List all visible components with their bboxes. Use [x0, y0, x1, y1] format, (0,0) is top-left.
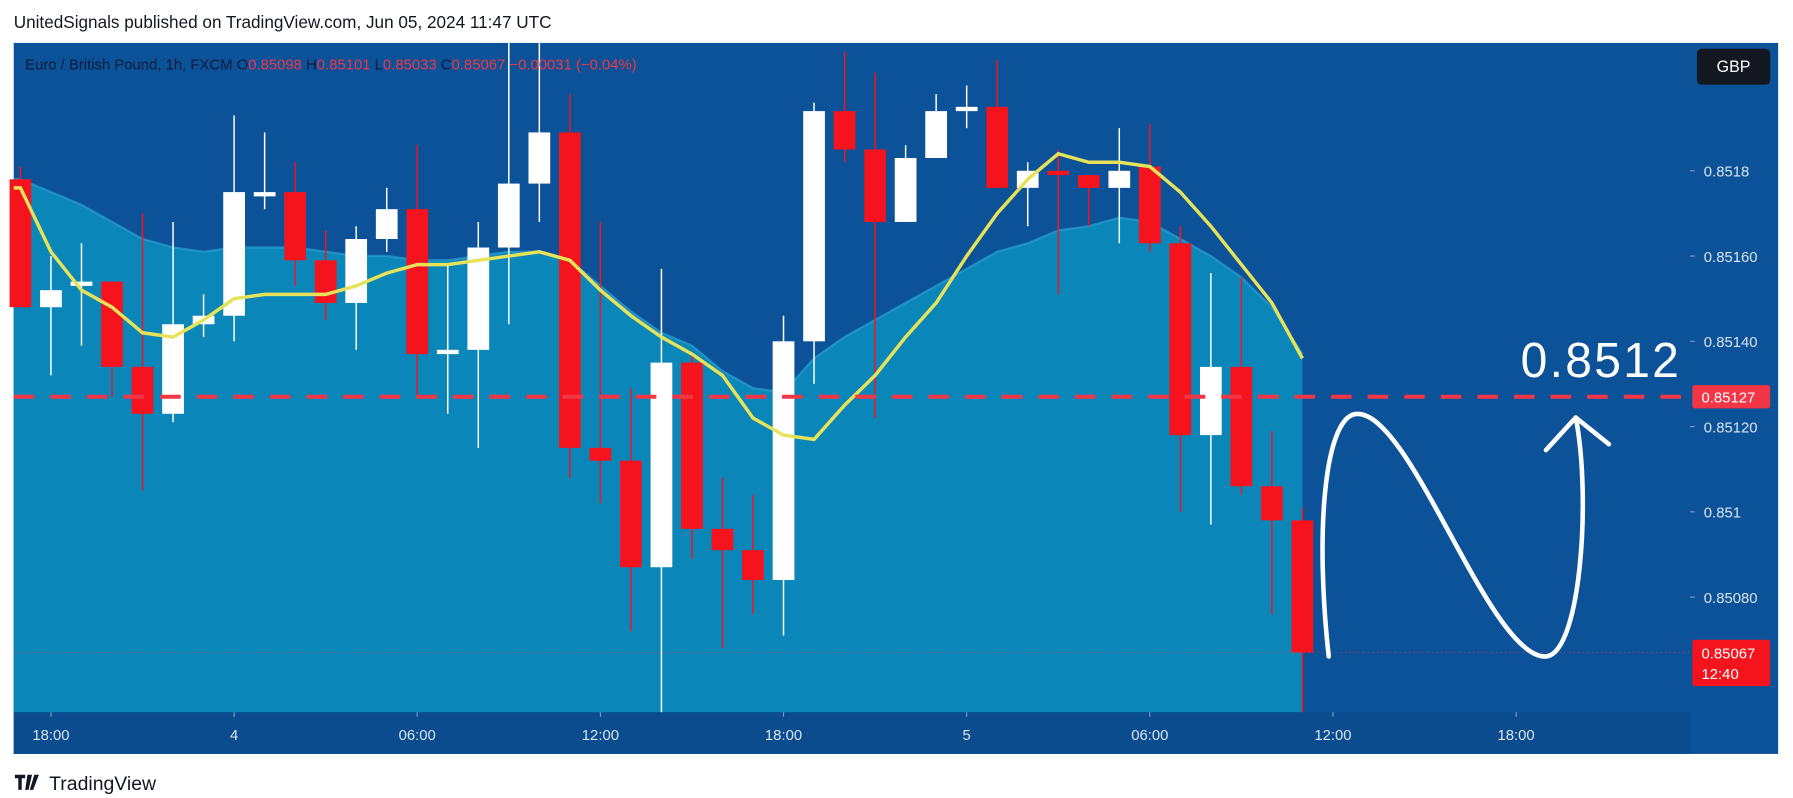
y-tick-label: 0.85140 [1704, 334, 1758, 351]
low-value: 0.85033 [383, 57, 437, 74]
candle-body [1261, 486, 1283, 521]
candle-body [711, 528, 734, 551]
countdown-label: 12:40 [1702, 666, 1739, 683]
x-tick-label: 18:00 [765, 727, 802, 744]
candle-body [650, 362, 673, 568]
candle-body [162, 324, 184, 414]
close-value: 0.85067 [452, 57, 506, 74]
y-tick-label: 0.85160 [1704, 249, 1758, 266]
candle-body [101, 281, 123, 367]
low-label: L [375, 57, 383, 74]
plot-area [9, 42, 1695, 717]
x-tick-label: 5 [963, 727, 971, 744]
candle-body [131, 366, 154, 414]
drawn-arrow [1320, 411, 1612, 659]
x-tick-label: 12:00 [1314, 727, 1351, 744]
x-tick-label: 06:00 [1131, 727, 1168, 744]
x-tick-label: 12:00 [582, 727, 619, 744]
candle-body [314, 260, 337, 303]
x-tick-label: 18:00 [1497, 727, 1534, 744]
candle-body [559, 132, 581, 448]
candle-body [1230, 366, 1253, 487]
candle-body [497, 183, 520, 248]
candle-body [345, 239, 368, 303]
candle-body [375, 209, 398, 240]
candle-body [864, 149, 886, 222]
last-price-label: 0.85067 [1702, 645, 1756, 662]
y-tick-label: 0.85080 [1704, 590, 1758, 607]
candle-body [1169, 243, 1192, 436]
candle-body [894, 158, 917, 222]
price-line-label: 0.85127 [1702, 389, 1756, 406]
close-label: C [441, 57, 452, 74]
change-value: −0.00031 (−0.04%) [509, 57, 636, 74]
open-value: 0.85098 [248, 57, 302, 74]
candle-body [620, 460, 642, 568]
candle-body [467, 247, 490, 350]
open-label: O [237, 57, 249, 74]
candle-body [681, 362, 703, 529]
brand-logo: TradingView [14, 773, 157, 795]
candle-body [406, 209, 429, 355]
x-tick-label: 4 [230, 727, 238, 744]
candle-body [70, 281, 93, 286]
candle-body [589, 447, 612, 461]
candle-body [742, 550, 764, 581]
candle-body [986, 106, 1009, 188]
candle-body [803, 111, 825, 342]
candle-body [1199, 366, 1222, 436]
currency-label[interactable]: GBP [1717, 58, 1751, 76]
candle-body [223, 192, 245, 316]
candle-body [833, 111, 856, 150]
brand-name: TradingView [49, 773, 157, 795]
ma-line [13, 151, 1304, 442]
candle-body [925, 111, 948, 159]
target-annotation: 0.8512 [1521, 334, 1682, 388]
x-tick-label: 18:00 [32, 727, 69, 744]
candle-body [40, 290, 62, 308]
candle-body [253, 192, 276, 197]
high-value: 0.85101 [317, 57, 371, 74]
candle-body [284, 192, 307, 261]
time-axis-strip [13, 712, 1691, 754]
candle-body [1047, 170, 1070, 176]
candle-body [436, 349, 459, 355]
price-line-tag [1692, 385, 1771, 409]
candle-body [1077, 175, 1100, 188]
candle-body [9, 179, 32, 308]
candle-body [528, 132, 551, 184]
y-tick-label: 0.85120 [1704, 419, 1758, 436]
candle-body [1108, 170, 1131, 188]
candle-body [1138, 166, 1161, 244]
legend-header: Euro / British Pound, 1h, FXCM O0.85098 … [25, 57, 637, 74]
symbol: Euro / British Pound, 1h, FXCM [25, 57, 232, 74]
logo-mark [14, 774, 39, 790]
y-tick-label: 0.8518 [1704, 164, 1749, 181]
candle-body [772, 341, 795, 581]
y-tick-label: 0.851 [1704, 505, 1741, 522]
x-tick-label: 06:00 [399, 727, 436, 744]
ma-line [13, 178, 1304, 394]
candle-body [1291, 520, 1314, 653]
last-price-tag [1692, 639, 1771, 687]
currency-button[interactable] [1696, 48, 1771, 85]
high-label: H [306, 57, 317, 74]
attribution: UnitedSignals published on TradingView.c… [14, 12, 552, 32]
candle-body [955, 106, 978, 112]
